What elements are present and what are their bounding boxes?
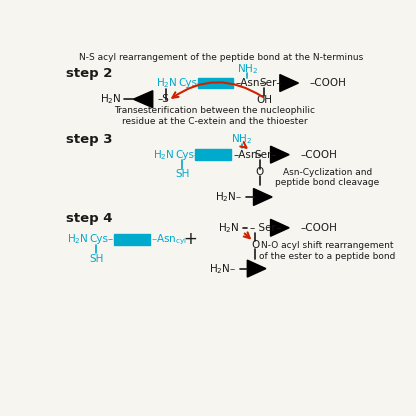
- Text: N-S acyl rearrangement of the peptide bond at the N-terminus: N-S acyl rearrangement of the peptide bo…: [79, 53, 363, 62]
- Text: O: O: [255, 167, 264, 177]
- Text: step 4: step 4: [66, 212, 112, 225]
- Text: H$_2$N: H$_2$N: [67, 233, 89, 246]
- Text: H$_2$N: H$_2$N: [156, 76, 178, 90]
- Text: Cys–: Cys–: [175, 150, 200, 160]
- Text: –COOH: –COOH: [300, 223, 337, 233]
- Text: SH: SH: [175, 169, 189, 179]
- Text: Cys–: Cys–: [89, 234, 114, 244]
- Bar: [198, 78, 233, 89]
- Bar: [196, 149, 231, 160]
- Text: –Asn–: –Asn–: [233, 150, 263, 160]
- Text: step 2: step 2: [66, 67, 112, 80]
- Text: Asn-Cyclization and
peptide bond cleavage: Asn-Cyclization and peptide bond cleavag…: [275, 168, 379, 188]
- Text: N-O acyl shift rearrangement
of the ester to a peptide bond: N-O acyl shift rearrangement of the este…: [259, 241, 395, 260]
- Polygon shape: [134, 91, 153, 108]
- Polygon shape: [280, 74, 298, 92]
- Text: +: +: [183, 230, 197, 248]
- Text: –Asn–: –Asn–: [236, 78, 265, 88]
- Text: SH: SH: [89, 254, 103, 264]
- Text: –COOH: –COOH: [310, 78, 346, 88]
- Text: OH: OH: [256, 95, 272, 105]
- Polygon shape: [270, 146, 289, 163]
- Text: Cys–: Cys–: [178, 78, 203, 88]
- Bar: [114, 234, 150, 245]
- Text: H$_2$N: H$_2$N: [153, 148, 174, 161]
- Text: step 3: step 3: [66, 133, 112, 146]
- Text: Transesterification between the nucleophilic
residue at the C-extein and the thi: Transesterification between the nucleoph…: [114, 106, 315, 126]
- Text: –Asn$_\mathregular{cyl}$: –Asn$_\mathregular{cyl}$: [151, 232, 187, 247]
- Text: Ser–: Ser–: [254, 150, 277, 160]
- Text: –COOH: –COOH: [300, 150, 337, 160]
- Text: O: O: [251, 240, 259, 250]
- Polygon shape: [247, 260, 266, 277]
- Text: H$_2$N–: H$_2$N–: [209, 262, 236, 275]
- Text: NH$_2$: NH$_2$: [231, 132, 253, 146]
- Polygon shape: [270, 219, 289, 236]
- Text: NH$_2$: NH$_2$: [237, 62, 258, 76]
- Text: H$_2$N: H$_2$N: [100, 92, 122, 106]
- Text: H$_2$N–: H$_2$N–: [215, 190, 243, 204]
- Polygon shape: [253, 188, 272, 206]
- Text: –S: –S: [157, 94, 169, 104]
- Text: Ser–: Ser–: [260, 78, 282, 88]
- Text: – Ser–: – Ser–: [250, 223, 281, 233]
- Text: H$_2$N: H$_2$N: [218, 221, 240, 235]
